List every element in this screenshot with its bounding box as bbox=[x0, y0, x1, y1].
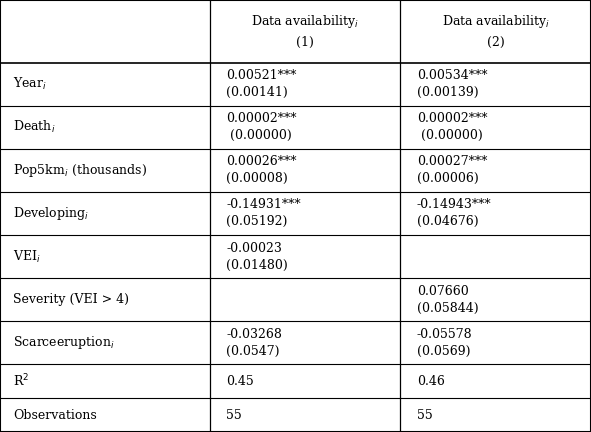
Text: -0.14931***
(0.05192): -0.14931*** (0.05192) bbox=[226, 198, 301, 229]
Text: Severity (VEI > 4): Severity (VEI > 4) bbox=[13, 293, 129, 306]
Text: Developing$_i$: Developing$_i$ bbox=[13, 205, 89, 222]
Text: Data availability$_i$
(1): Data availability$_i$ (1) bbox=[251, 13, 359, 49]
Text: Pop5km$_i$ (thousands): Pop5km$_i$ (thousands) bbox=[13, 162, 147, 179]
Text: 0.00002***
 (0.00000): 0.00002*** (0.00000) bbox=[226, 112, 297, 142]
Text: 0.07660
(0.05844): 0.07660 (0.05844) bbox=[417, 285, 478, 314]
Text: -0.03268
(0.0547): -0.03268 (0.0547) bbox=[226, 328, 282, 358]
Text: Data availability$_i$
(2): Data availability$_i$ (2) bbox=[441, 13, 550, 49]
Text: Year$_i$: Year$_i$ bbox=[13, 76, 47, 92]
Text: 0.00521***
(0.00141): 0.00521*** (0.00141) bbox=[226, 69, 297, 99]
Text: 55: 55 bbox=[417, 409, 433, 422]
Text: Observations: Observations bbox=[13, 409, 97, 422]
Text: Scarceeruption$_i$: Scarceeruption$_i$ bbox=[13, 334, 115, 351]
Text: -0.05578
(0.0569): -0.05578 (0.0569) bbox=[417, 328, 472, 358]
Text: 55: 55 bbox=[226, 409, 242, 422]
Text: Death$_i$: Death$_i$ bbox=[13, 119, 56, 135]
Text: VEI$_i$: VEI$_i$ bbox=[13, 248, 41, 265]
Text: 0.45: 0.45 bbox=[226, 375, 254, 388]
Text: 0.46: 0.46 bbox=[417, 375, 444, 388]
Text: R$^2$: R$^2$ bbox=[13, 373, 29, 390]
Text: -0.14943***
(0.04676): -0.14943*** (0.04676) bbox=[417, 198, 491, 229]
Text: 0.00534***
(0.00139): 0.00534*** (0.00139) bbox=[417, 69, 487, 99]
Text: 0.00026***
(0.00008): 0.00026*** (0.00008) bbox=[226, 156, 297, 185]
Text: 0.00002***
 (0.00000): 0.00002*** (0.00000) bbox=[417, 112, 487, 142]
Text: 0.00027***
(0.00006): 0.00027*** (0.00006) bbox=[417, 156, 487, 185]
Text: -0.00023
(0.01480): -0.00023 (0.01480) bbox=[226, 241, 288, 272]
